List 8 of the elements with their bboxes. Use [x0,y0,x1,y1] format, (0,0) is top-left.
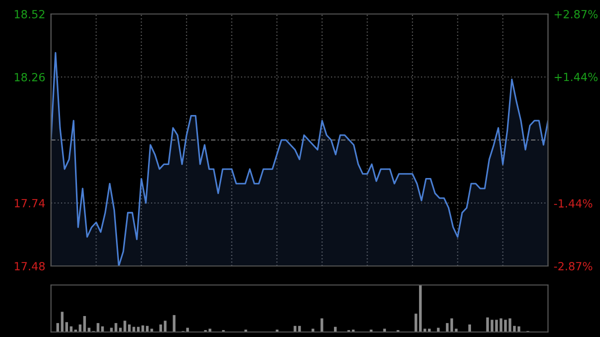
y2-tick-label: +1.44% [554,72,598,82]
y2-tick-label: -2.87% [554,262,592,270]
y2-tick-label: +2.87% [554,10,598,18]
y2-tick-label: -1.44% [554,199,592,208]
y-tick-label: 17.48 [14,262,45,270]
y-tick-label: 18.52 [14,10,44,18]
y-tick-label: 18.26 [14,72,45,82]
y-tick-label: 17.74 [14,199,45,208]
